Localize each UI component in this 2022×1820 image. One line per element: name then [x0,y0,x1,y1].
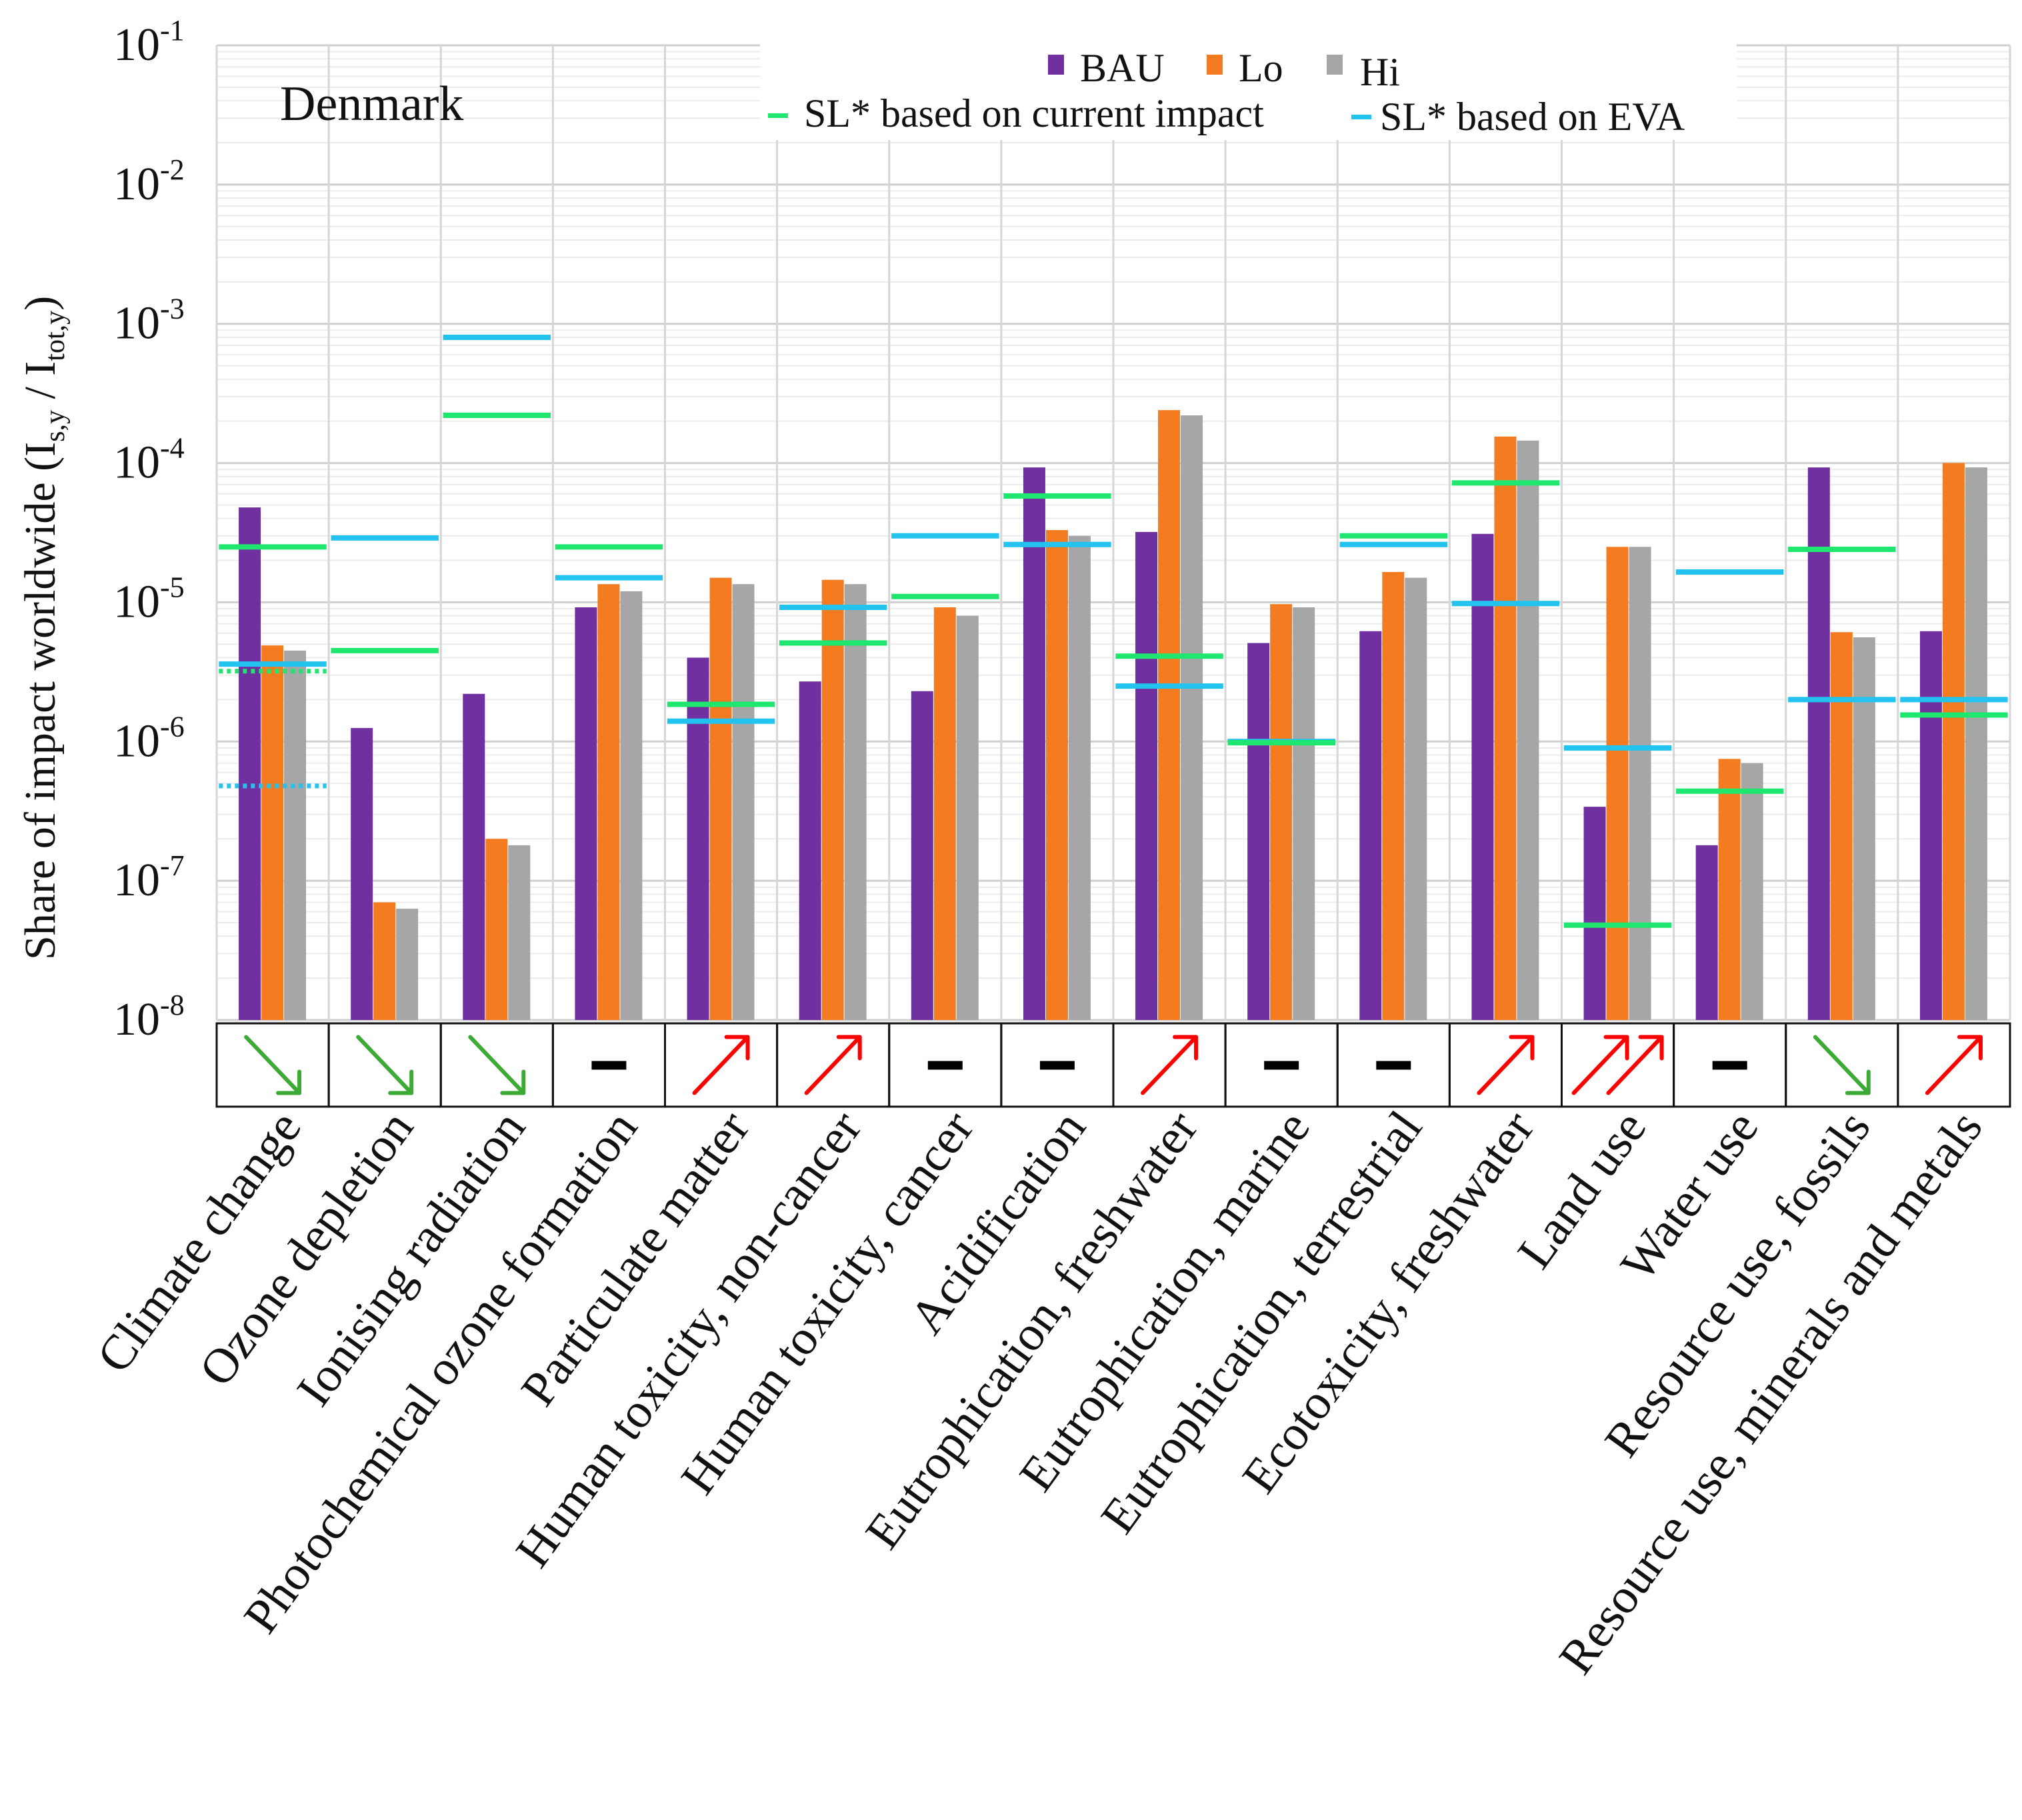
bar-bau-ecotoxicity-freshwater [1471,533,1494,1020]
y-tick-label: 10-1 [113,14,185,71]
sl-lines [219,334,2008,928]
trend-up-icon [692,1035,750,1095]
y-tick-label: 10-3 [113,293,185,349]
trend-up-icon [1477,1035,1535,1095]
bar-hi-land-use [1629,547,1651,1020]
trend-double-up-icon [1571,1035,1664,1095]
bar-bau-ozone-depletion [351,728,373,1020]
bar-hi-water-use [1741,763,1763,1020]
bar-hi-photochemical-ozone-formation [620,591,643,1020]
bar-bau-water-use [1695,845,1718,1020]
bar-lo-eutrophication-terrestrial [1382,572,1405,1020]
bar-bau-particulate-matter [687,657,709,1020]
legend-label-sl-current: SL* based on current impact [804,91,1264,135]
bar-lo-eutrophication-marine [1270,604,1293,1020]
bar-hi-ecotoxicity-freshwater [1517,440,1539,1020]
bars [239,410,1987,1020]
bar-lo-resource-use-minerals-and-metals [1942,463,1965,1020]
y-tick-label: 10-5 [113,571,185,627]
legend-label-bau: BAU [1080,46,1165,90]
trend-flat-icon [1039,1061,1075,1070]
bar-lo-photochemical-ozone-formation [597,584,620,1020]
bar-hi-eutrophication-freshwater [1181,415,1203,1020]
bar-bau-photochemical-ozone-formation [575,607,597,1020]
y-axis-label: Share of impact worldwide (Is,y / Itot,y… [16,296,71,960]
trend-up-icon [804,1035,862,1095]
bar-bau-eutrophication-marine [1247,643,1270,1020]
trend-flat-icon [1712,1061,1747,1070]
bar-bau-resource-use-fossils [1807,467,1830,1020]
bar-lo-climate-change [261,645,284,1020]
bar-bau-ionising-radiation [463,693,485,1020]
legend-label-sl-eva: SL* based on EVA [1380,95,1685,139]
bar-hi-resource-use-fossils [1853,637,1875,1020]
chart-title: Denmark [280,77,463,131]
bar-lo-human-toxicity-cancer [933,607,956,1020]
bar-lo-particulate-matter [709,577,732,1020]
bar-lo-ozone-depletion [373,902,396,1020]
legend-background [760,40,1737,140]
trend-flat-icon [927,1061,963,1070]
legend-swatch-lo [1207,55,1223,75]
bar-hi-ionising-radiation [508,845,531,1020]
bar-lo-human-toxicity-non-cancer [821,579,844,1020]
trend-up-icon [1925,1035,1983,1095]
bar-hi-climate-change [284,650,307,1020]
bar-lo-ecotoxicity-freshwater [1494,436,1517,1020]
bar-bau-human-toxicity-cancer [911,691,933,1020]
bar-bau-resource-use-minerals-and-metals [1919,631,1942,1020]
trend-down-icon [244,1035,302,1095]
bar-bau-eutrophication-freshwater [1135,531,1158,1020]
legend-label-hi: Hi [1360,50,1400,94]
bar-hi-eutrophication-terrestrial [1405,577,1427,1020]
trend-flat-icon [591,1061,627,1070]
y-tick-label: 10-7 [113,849,185,906]
bar-hi-eutrophication-marine [1293,607,1315,1020]
bar-hi-ozone-depletion [396,909,419,1020]
y-tick-label: 10-2 [113,153,185,210]
bar-bau-land-use [1583,807,1606,1020]
bar-lo-eutrophication-freshwater [1158,410,1181,1020]
bar-hi-acidification [1068,535,1091,1020]
legend-label-lo: Lo [1239,46,1283,90]
bar-hi-human-toxicity-cancer [956,615,979,1020]
trend-flat-icon [1264,1061,1299,1070]
y-axis-ticks: 10-1 10-2 10-3 10-4 10-5 10-6 10-7 10-8 [113,14,185,1045]
bar-lo-land-use [1606,547,1629,1020]
bar-hi-particulate-matter [732,584,755,1020]
bar-lo-acidification [1045,530,1068,1020]
bar-lo-ionising-radiation [485,839,508,1020]
bar-lo-water-use [1718,759,1741,1020]
trend-flat-icon [1376,1061,1411,1070]
legend: BAU Lo Hi SL* based on current impact SL… [768,46,1685,139]
legend-swatch-sl-current [768,113,788,118]
bar-lo-resource-use-fossils [1830,632,1853,1020]
y-tick-label: 10-8 [113,989,185,1045]
bar-bau-human-toxicity-non-cancer [799,681,821,1020]
trend-up-icon [1141,1035,1199,1095]
trend-indicator-row [215,1022,2011,1108]
trend-down-icon [468,1035,526,1095]
legend-swatch-sl-eva [1351,115,1371,119]
bar-bau-acidification [1023,467,1045,1020]
bar-hi-resource-use-minerals-and-metals [1965,467,1987,1020]
bar-bau-eutrophication-terrestrial [1359,631,1382,1020]
y-tick-label: 10-4 [113,432,185,489]
bar-hi-human-toxicity-non-cancer [844,584,867,1020]
trend-down-icon [356,1035,414,1095]
legend-swatch-bau [1048,55,1064,75]
trend-down-icon [1813,1035,1871,1095]
indicator-cell-resource-use-minerals-and-metals [1897,1022,2011,1108]
bar-bau-climate-change [239,507,261,1020]
legend-swatch-hi [1327,55,1343,75]
y-tick-label: 10-6 [113,710,185,767]
